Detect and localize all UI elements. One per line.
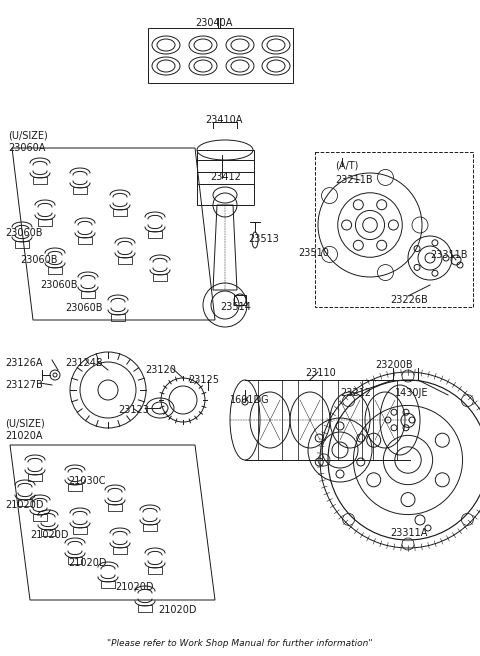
Text: (U/SIZE): (U/SIZE) bbox=[5, 418, 45, 428]
Bar bbox=[338, 380, 362, 460]
Text: 21020D: 21020D bbox=[30, 530, 69, 540]
Text: 21030C: 21030C bbox=[68, 476, 106, 486]
Bar bbox=[138, 605, 152, 612]
Text: 23060B: 23060B bbox=[65, 303, 103, 313]
Text: 23040A: 23040A bbox=[195, 18, 232, 28]
Text: 23060B: 23060B bbox=[5, 228, 43, 238]
Text: 23125: 23125 bbox=[188, 375, 219, 385]
Bar bbox=[73, 187, 87, 194]
Bar bbox=[113, 209, 127, 216]
Text: 23514: 23514 bbox=[220, 302, 251, 312]
Bar bbox=[113, 547, 127, 554]
Bar bbox=[373, 380, 397, 460]
Bar bbox=[148, 567, 162, 574]
Bar bbox=[68, 484, 82, 491]
Bar bbox=[148, 231, 162, 238]
Text: 23212: 23212 bbox=[340, 388, 371, 398]
Bar bbox=[15, 241, 29, 248]
Bar bbox=[41, 529, 55, 536]
Text: 23211B: 23211B bbox=[335, 175, 372, 185]
Bar bbox=[315, 152, 473, 307]
Text: 23127B: 23127B bbox=[5, 380, 43, 390]
Text: 1601DG: 1601DG bbox=[230, 395, 270, 405]
Bar bbox=[48, 267, 62, 274]
Text: "Please refer to Work Shop Manual for further information": "Please refer to Work Shop Manual for fu… bbox=[107, 639, 373, 648]
Text: (U/SIZE): (U/SIZE) bbox=[8, 130, 48, 140]
Text: 21020A: 21020A bbox=[5, 431, 43, 441]
Bar bbox=[118, 257, 132, 264]
Bar bbox=[153, 274, 167, 281]
Text: 23510: 23510 bbox=[298, 248, 329, 258]
Bar bbox=[33, 514, 47, 521]
Bar bbox=[38, 219, 52, 226]
Text: 23110: 23110 bbox=[305, 368, 336, 378]
Bar bbox=[68, 557, 82, 564]
Bar bbox=[73, 527, 87, 534]
Text: 21020D: 21020D bbox=[115, 582, 154, 592]
Bar bbox=[258, 380, 282, 460]
Text: 23226B: 23226B bbox=[390, 295, 428, 305]
Bar bbox=[111, 314, 125, 321]
Bar bbox=[234, 295, 246, 305]
Bar bbox=[197, 150, 254, 205]
Bar bbox=[108, 504, 122, 511]
Text: 23060A: 23060A bbox=[8, 143, 46, 153]
Text: 23060B: 23060B bbox=[20, 255, 58, 265]
Text: 23124B: 23124B bbox=[65, 358, 103, 368]
Text: 23412: 23412 bbox=[210, 172, 241, 182]
Text: 23311A: 23311A bbox=[390, 528, 427, 538]
Bar bbox=[148, 28, 293, 83]
Bar bbox=[28, 474, 42, 481]
Text: 1430JE: 1430JE bbox=[395, 388, 429, 398]
Text: 23060B: 23060B bbox=[40, 280, 77, 290]
Text: 23200B: 23200B bbox=[375, 360, 413, 370]
Text: 23126A: 23126A bbox=[5, 358, 43, 368]
Bar bbox=[18, 499, 32, 506]
Text: 23123: 23123 bbox=[118, 405, 149, 415]
Bar bbox=[101, 581, 115, 588]
Text: (A/T): (A/T) bbox=[335, 160, 359, 170]
Bar bbox=[298, 380, 322, 460]
Text: 21020D: 21020D bbox=[68, 558, 107, 568]
Bar bbox=[33, 177, 47, 184]
Text: 23120: 23120 bbox=[145, 365, 176, 375]
Bar bbox=[81, 291, 95, 298]
Bar bbox=[143, 524, 157, 531]
Bar bbox=[78, 237, 92, 244]
Text: 23311B: 23311B bbox=[430, 250, 468, 260]
Text: 23410A: 23410A bbox=[205, 115, 242, 125]
Text: 21020D: 21020D bbox=[5, 500, 44, 510]
Text: 23513: 23513 bbox=[248, 234, 279, 244]
Text: 21020D: 21020D bbox=[158, 605, 196, 615]
